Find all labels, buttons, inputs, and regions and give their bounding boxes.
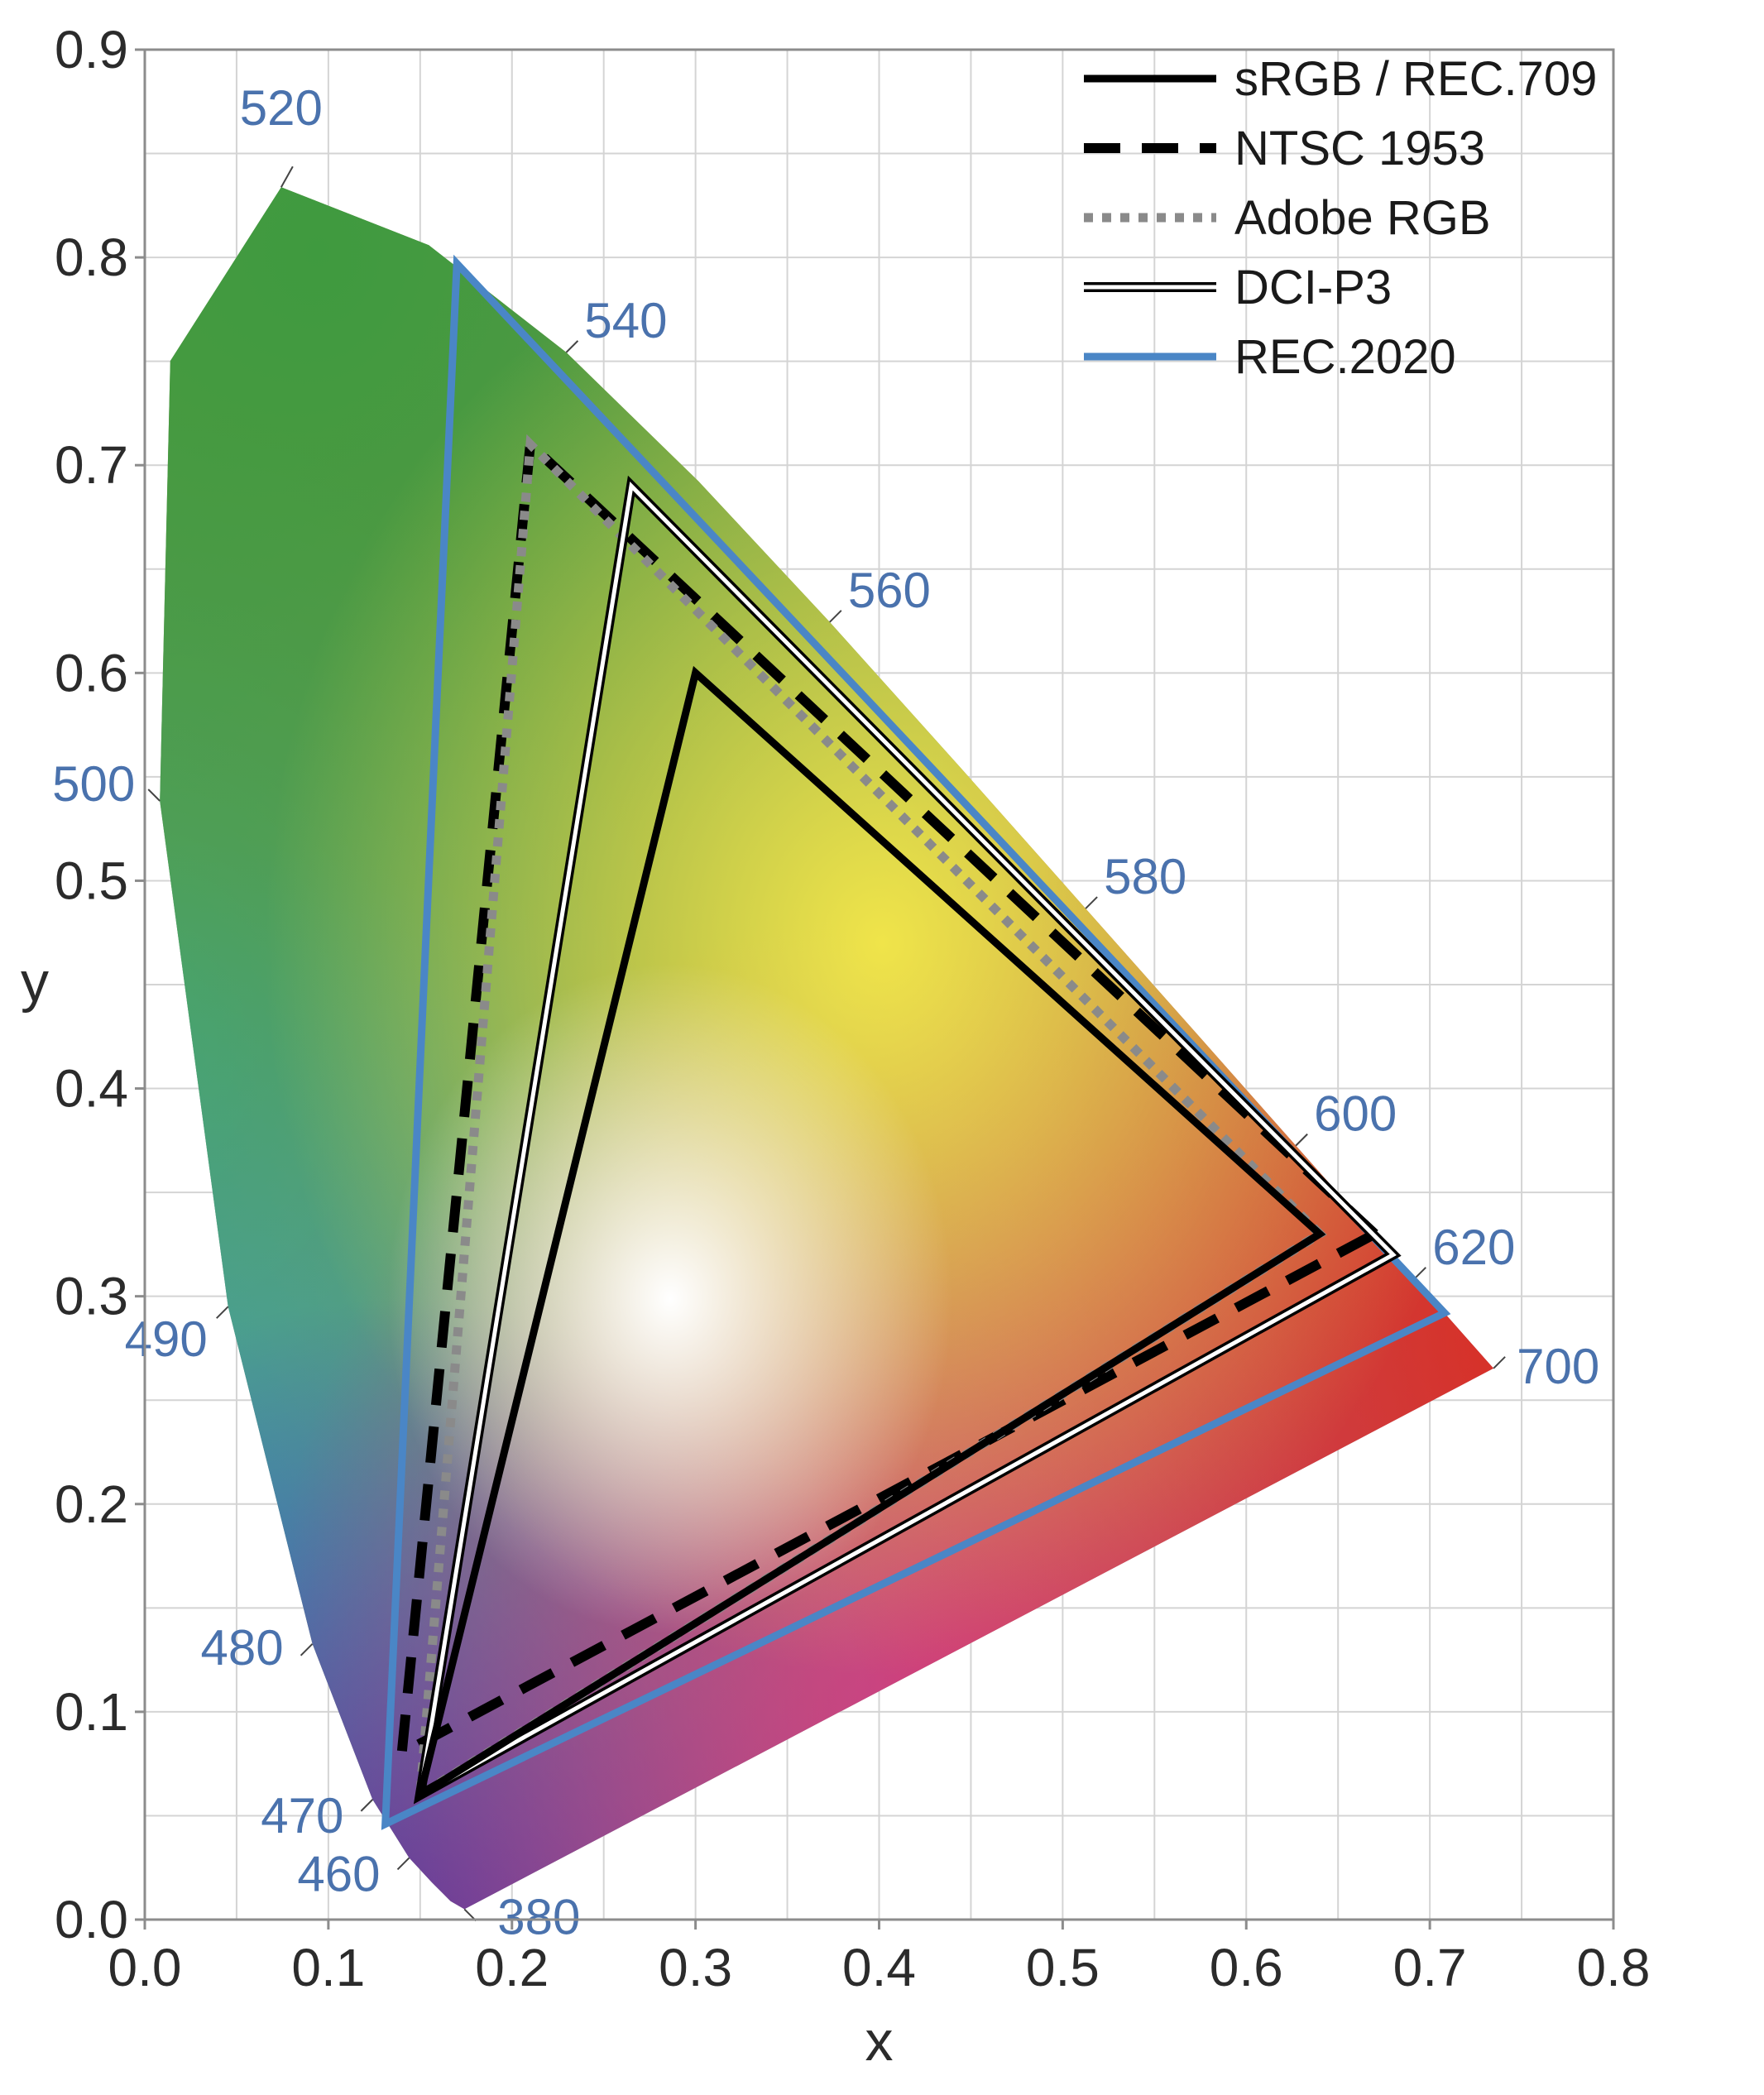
legend-label: sRGB / REC.709 [1234,52,1597,106]
y-tick-label: 0.0 [55,1890,128,1949]
gamut-triangle-0 [414,665,1326,1803]
x-tick-label: 0.6 [1210,1938,1283,1997]
gamut-triangle-3 [417,482,1397,1799]
wavelength-label: 620 [1432,1220,1515,1275]
x-tick-label: 0.7 [1393,1938,1467,1997]
wavelength-label: 520 [240,80,323,136]
x-tick-label: 0.4 [842,1938,916,1997]
x-tick-label: 0.8 [1577,1938,1651,1997]
wavelength-label: 500 [52,756,135,812]
wavelength-tick [1085,896,1098,909]
wavelength-label: 580 [1104,849,1186,904]
legend-label: Adobe RGB [1234,191,1491,245]
legend-label: DCI-P3 [1234,261,1392,314]
wavelength-tick [829,610,842,623]
y-tick-label: 0.2 [55,1474,128,1534]
wavelength-label: 560 [848,563,931,618]
x-tick-label: 0.0 [108,1938,182,1997]
legend: sRGB / REC.709 NTSC 1953 Adobe RGB DCI-P3 RE… [1084,52,1597,384]
y-axis-label: y [21,951,49,1014]
gamut-triangle-4 [381,254,1451,1830]
wavelength-tick [216,1306,229,1319]
wavelength-label: 470 [261,1788,343,1843]
wavelength-tick [1413,1267,1426,1280]
y-tick-label: 0.4 [55,1059,128,1119]
legend-label: REC.2020 [1234,330,1456,384]
x-tick-label: 0.2 [475,1938,549,1997]
y-tick-label: 0.8 [55,228,128,287]
wavelength-tick [147,789,161,802]
wavelength-label: 540 [584,293,667,348]
wavelength-label: 600 [1314,1086,1397,1142]
y-tick-label: 0.6 [55,643,128,702]
wavelength-label: 380 [497,1889,580,1944]
wavelength-tick [300,1643,314,1656]
y-tick-label: 0.9 [55,20,128,79]
wavelength-label: 490 [125,1311,208,1367]
wavelength-tick [565,340,579,353]
gamut-triangle-1 [395,434,1383,1762]
y-tick-label: 0.7 [55,435,128,495]
x-tick-label: 0.5 [1026,1938,1100,1997]
wavelength-tick [280,165,294,188]
x-tick-label: 0.3 [659,1938,732,1997]
wavelength-tick [1295,1133,1308,1147]
legend-label: NTSC 1953 [1234,122,1485,175]
wavelength-label: 480 [200,1620,283,1676]
axis-ticks: 0.0 0.1 0.2 0.3 0.4 0.5 0.6 0.7 0.8 0.0 0.1 0.2 0.3 0… [55,20,1650,1997]
y-tick-label: 0.3 [55,1267,128,1326]
y-tick-label: 0.1 [55,1682,128,1742]
wavelength-label: 460 [297,1846,380,1901]
wavelength-tick [360,1799,374,1812]
x-tick-label: 0.1 [291,1938,365,1997]
wavelength-tick [396,1857,410,1871]
x-axis-label: x [865,2010,894,2073]
y-tick-label: 0.5 [55,851,128,910]
gamut-triangles [381,254,1451,1830]
wavelength-label: 700 [1517,1339,1599,1394]
wavelength-tick [1493,1356,1506,1369]
